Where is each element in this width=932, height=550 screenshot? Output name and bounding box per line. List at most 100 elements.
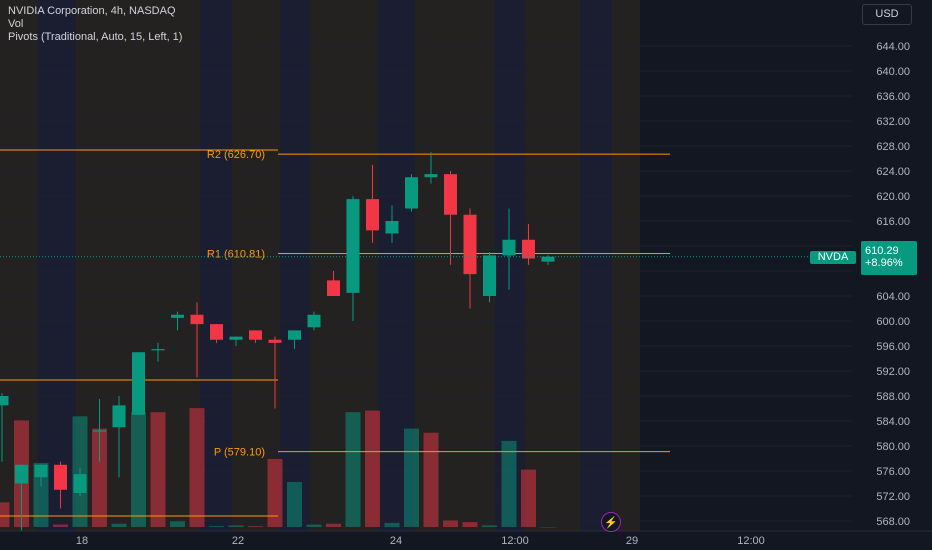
volume-bar: [423, 432, 439, 527]
session-background-bands: [0, 0, 640, 531]
volume-bar: [482, 525, 497, 527]
price-tick-label: 600.00: [876, 316, 910, 328]
candle-body: [229, 336, 243, 340]
pivot-label: P (579.10): [214, 447, 265, 459]
volume-bar: [189, 408, 205, 527]
time-tick-label: 12:00: [501, 535, 529, 547]
price-tick-label: 644.00: [876, 41, 910, 53]
session-band: [232, 0, 280, 531]
candle-body: [210, 324, 223, 340]
volume-bars: [0, 408, 556, 528]
volume-bar: [404, 428, 419, 527]
price-tick-label: 628.00: [876, 141, 910, 153]
time-axis[interactable]: 18 22 24 12:00 29 12:00: [76, 535, 765, 547]
session-band: [612, 0, 640, 531]
volume-bar: [209, 526, 224, 527]
candle-body: [405, 177, 418, 209]
price-tick-label: 572.00: [876, 491, 910, 503]
candle-body: [112, 405, 126, 428]
candle-body: [444, 174, 457, 215]
price-tick-label: 576.00: [876, 466, 910, 478]
session-band: [200, 0, 232, 531]
candle-body: [288, 330, 301, 340]
candle-body: [268, 339, 282, 343]
volume-bar: [540, 527, 556, 528]
session-band: [525, 0, 580, 531]
candle-body: [190, 314, 204, 325]
volume-bar: [0, 502, 10, 527]
session-band: [38, 0, 76, 531]
price-tick-label: 568.00: [876, 516, 910, 528]
time-tick-label: 22: [232, 535, 244, 547]
chart-legend: NVIDIA Corporation, 4h, NASDAQ Vol Pivot…: [8, 5, 182, 44]
candle-body: [73, 474, 87, 493]
candle-body: [424, 174, 438, 178]
session-band: [280, 0, 310, 531]
volume-bar: [326, 523, 341, 527]
volume-bar: [521, 469, 536, 527]
price-tick-label: 604.00: [876, 291, 910, 303]
price-tick-label: 588.00: [876, 391, 910, 403]
price-tick-label: 616.00: [876, 216, 910, 228]
candle-body: [15, 464, 28, 484]
candle-body: [34, 464, 48, 478]
time-tick-label: 24: [390, 535, 402, 547]
volume-bar: [462, 522, 478, 527]
volume-bar: [248, 526, 263, 527]
price-tick-label: 592.00: [876, 366, 910, 378]
symbol-title[interactable]: NVIDIA Corporation, 4h, NASDAQ: [8, 5, 176, 17]
price-tick-label: 640.00: [876, 66, 910, 78]
volume-bar: [53, 524, 68, 527]
symbol-price-tag: NVDA: [810, 251, 856, 264]
volume-bar: [111, 523, 127, 527]
price-tick-label: 620.00: [876, 191, 910, 203]
price-tick-label: 636.00: [876, 91, 910, 103]
candle-body: [327, 280, 340, 296]
time-tick-label: 29: [626, 535, 638, 547]
volume-bar: [501, 440, 517, 527]
candle-body: [307, 314, 321, 328]
volume-bar: [131, 412, 146, 527]
candle-body: [132, 352, 145, 415]
session-band: [580, 0, 612, 531]
lightning-icon[interactable]: ⚡: [601, 512, 621, 532]
candle-body: [171, 314, 184, 318]
candle-body: [385, 221, 399, 234]
volume-bar: [92, 428, 107, 527]
candle-body: [93, 430, 106, 432]
volume-bar: [267, 458, 283, 527]
volume-bar: [287, 481, 302, 527]
time-tick-label: 12:00: [737, 535, 765, 547]
pivot-label: R2 (626.70): [207, 149, 265, 161]
price-change-percent: +8.96%: [865, 257, 903, 269]
volume-bar: [384, 522, 400, 527]
volume-bar: [150, 412, 166, 527]
last-price-label: 610.29 +8.96%: [861, 241, 917, 275]
pivots-indicator-label[interactable]: Pivots (Traditional, Auto, 15, Left, 1): [8, 31, 183, 43]
candle-body: [522, 239, 535, 259]
price-tick-label: 596.00: [876, 341, 910, 353]
candle-body: [0, 396, 9, 406]
candle-body: [249, 330, 262, 340]
volume-bar: [365, 410, 380, 527]
last-price-value: 610.29: [865, 245, 899, 257]
volume-indicator-label[interactable]: Vol: [8, 18, 24, 30]
candle-body: [151, 349, 165, 351]
candle-body: [541, 256, 555, 262]
candle-body: [346, 199, 360, 293]
price-tick-label: 632.00: [876, 116, 910, 128]
volume-bar: [345, 412, 361, 527]
pivot-label: R1 (610.81): [207, 248, 265, 260]
candle-body: [54, 464, 67, 490]
candle-body: [483, 255, 496, 296]
time-tick-label: 18: [76, 535, 88, 547]
price-axis[interactable]: 644.00 640.00 636.00 632.00 628.00 624.00 620.…: [876, 41, 910, 528]
volume-bar: [443, 520, 458, 527]
volume-bar: [306, 524, 322, 527]
currency-button[interactable]: USD: [862, 4, 912, 25]
price-tick-label: 624.00: [876, 166, 910, 178]
candlestick-series: [0, 152, 555, 531]
candle-body: [463, 214, 477, 275]
price-tick-label: 580.00: [876, 441, 910, 453]
